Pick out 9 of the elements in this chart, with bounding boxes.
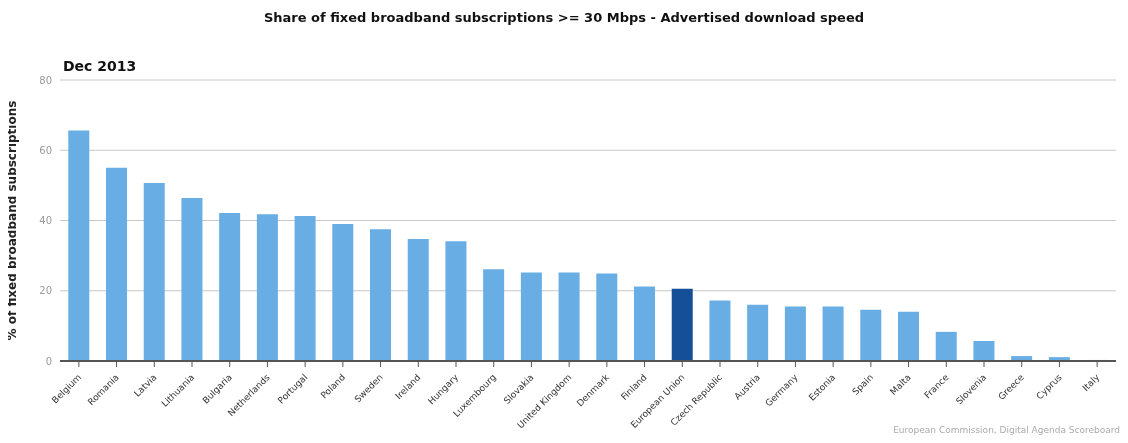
y-tick-label: 40 [39,215,52,227]
y-tick-label: 60 [39,144,52,156]
y-axis-title: % of fixed broadband subscriptions [5,100,20,341]
text: European Commission, Digital Agenda Scoreboard [893,425,1120,435]
chart-title: Share of fixed broadband subscriptions >= 30 Mbps - Advertised download speed [262,9,866,27]
y-tick-label: 20 [39,285,52,297]
y-tick-label: 0 [45,355,52,367]
chart-subtitle: Dec 2013 [63,58,137,74]
y-tick-label: 80 [39,74,52,86]
